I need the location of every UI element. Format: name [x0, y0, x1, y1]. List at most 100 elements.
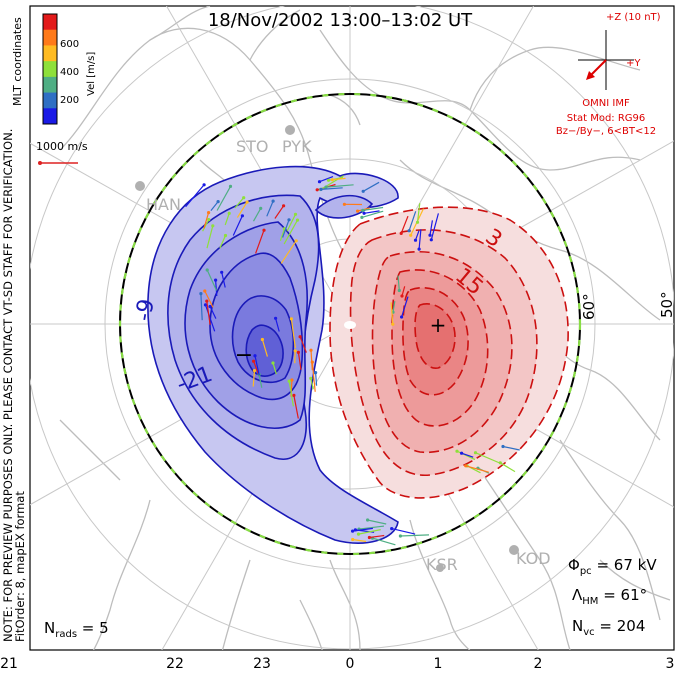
velocity-vector	[401, 296, 409, 318]
velocity-vector	[429, 220, 433, 236]
radar-label-han: HAN	[146, 195, 181, 214]
velocity-vector	[310, 378, 314, 390]
mlt-tick-0: 0	[346, 656, 355, 672]
velocity-vector-origin	[360, 215, 364, 219]
velocity-vector-origin	[330, 178, 334, 182]
velocity-vector	[461, 452, 474, 458]
velocity-vector-origin	[274, 316, 278, 320]
velocity-vector-origin	[296, 350, 300, 354]
velocity-vector-origin	[205, 268, 209, 272]
velocity-vector-origin	[289, 317, 293, 321]
velocity-vector-origin	[293, 349, 297, 353]
velocity-vector	[372, 537, 396, 546]
velocity-vector-origin	[460, 451, 464, 455]
velocity-vector	[418, 229, 422, 250]
velocity-vector-origin	[292, 393, 296, 397]
velocity-vector-origin	[214, 278, 218, 282]
velocity-vector-origin	[202, 183, 206, 187]
velocity-vector	[352, 538, 367, 543]
velocity-vector	[416, 203, 421, 223]
velocity-vector	[315, 372, 318, 386]
velocity-vector-origin	[413, 238, 418, 242]
velocity-vector	[254, 355, 260, 376]
potential-max-marker: +	[430, 313, 447, 337]
velocity-vector	[206, 225, 214, 249]
velocity-vector	[209, 306, 217, 319]
velocity-vector	[204, 304, 216, 332]
hm-boundary-green	[118, 92, 582, 556]
velocity-vector	[352, 527, 373, 532]
velocity-vector	[232, 215, 243, 236]
velocity-vector	[282, 219, 290, 238]
velocity-vector	[369, 534, 385, 539]
velocity-vector-origin	[262, 228, 266, 232]
hm-boundary-latitude: ΛHM = 61°	[572, 586, 647, 607]
velocity-vectors	[185, 175, 520, 546]
velocity-vector	[332, 177, 346, 181]
velocity-vector-origin	[309, 376, 313, 380]
potential-min-marker: −	[235, 343, 253, 368]
velocity-vector-origin	[455, 449, 459, 453]
velocity-vector-origin	[203, 289, 207, 293]
velocity-vector	[358, 525, 384, 530]
preview-notice: NOTE: FOR PREVIEW PURPOSES ONLY. PLEASE …	[1, 129, 15, 642]
velocity-vector-origin	[207, 218, 211, 222]
velocity-vector-origin	[366, 518, 370, 522]
velocity-vector	[279, 228, 286, 241]
velocity-vector-origin	[319, 187, 323, 191]
velocity-vector-origin	[501, 444, 505, 449]
velocity-colorbar	[42, 13, 58, 125]
velocity-vector-origin	[351, 537, 355, 542]
velocity-vector	[200, 293, 203, 321]
velocity-vector	[216, 186, 232, 211]
velocity-vector-origin	[342, 202, 346, 206]
velocity-vector	[475, 452, 500, 464]
velocity-vector	[358, 529, 381, 535]
velocity-vector-origin	[407, 229, 411, 233]
velocity-vector-origin	[207, 211, 211, 215]
velocity-vector	[502, 445, 520, 451]
velocity-vector-origin	[361, 189, 365, 193]
cross-polar-potential: Φpc = 67 kV	[568, 556, 657, 577]
velocity-vector	[224, 213, 230, 226]
radar-label-pyk: PYK	[282, 137, 312, 156]
velocity-vector	[400, 534, 430, 537]
velocity-vector-origin	[400, 294, 404, 298]
mlt-tick-22: 22	[166, 656, 184, 672]
velocity-vector-origin	[324, 185, 328, 189]
velocity-vector-origin	[295, 218, 300, 222]
velocity-vector	[290, 318, 296, 349]
velocity-vector	[283, 219, 299, 245]
velocity-vector	[311, 362, 316, 392]
colorbar-tick-600: 600	[60, 39, 79, 50]
velocity-vector-origin	[227, 211, 231, 215]
velocity-vector	[275, 318, 280, 332]
reference-vector-dot	[38, 161, 42, 165]
velocity-vector-origin	[367, 535, 371, 540]
velocity-vector-origin	[271, 199, 275, 203]
velocity-vector-origin	[464, 464, 468, 468]
velocity-vector	[185, 184, 205, 208]
mlt-tick-1: 1	[434, 656, 443, 672]
velocity-vector-origin	[260, 337, 264, 342]
velocity-vector	[206, 269, 218, 291]
latitude-label-60: 60°	[580, 293, 598, 320]
velocity-vector-origin	[290, 378, 294, 382]
contour-label-neg-9: -9	[131, 297, 159, 323]
colorbar-segment	[43, 29, 57, 46]
colorbar-segment	[43, 45, 57, 62]
velocity-vector	[392, 301, 396, 313]
map-title: 18/Nov/2002 13:00–13:02 UT	[208, 10, 473, 31]
velocity-vector	[325, 184, 354, 188]
velocity-vector-origin	[398, 534, 402, 538]
velocity-vector	[286, 214, 297, 232]
velocity-vector	[310, 350, 313, 371]
radar-label-sto: STO	[236, 137, 269, 156]
velocity-vector-origin	[223, 233, 228, 238]
velocity-vector-origin	[240, 214, 244, 218]
velocity-vector-origin	[428, 233, 432, 237]
colorbar-axis-label: Vel [m/s]	[86, 52, 97, 96]
velocity-vector-origin	[409, 233, 413, 237]
velocity-vector	[456, 450, 476, 461]
velocity-vector	[299, 336, 307, 353]
